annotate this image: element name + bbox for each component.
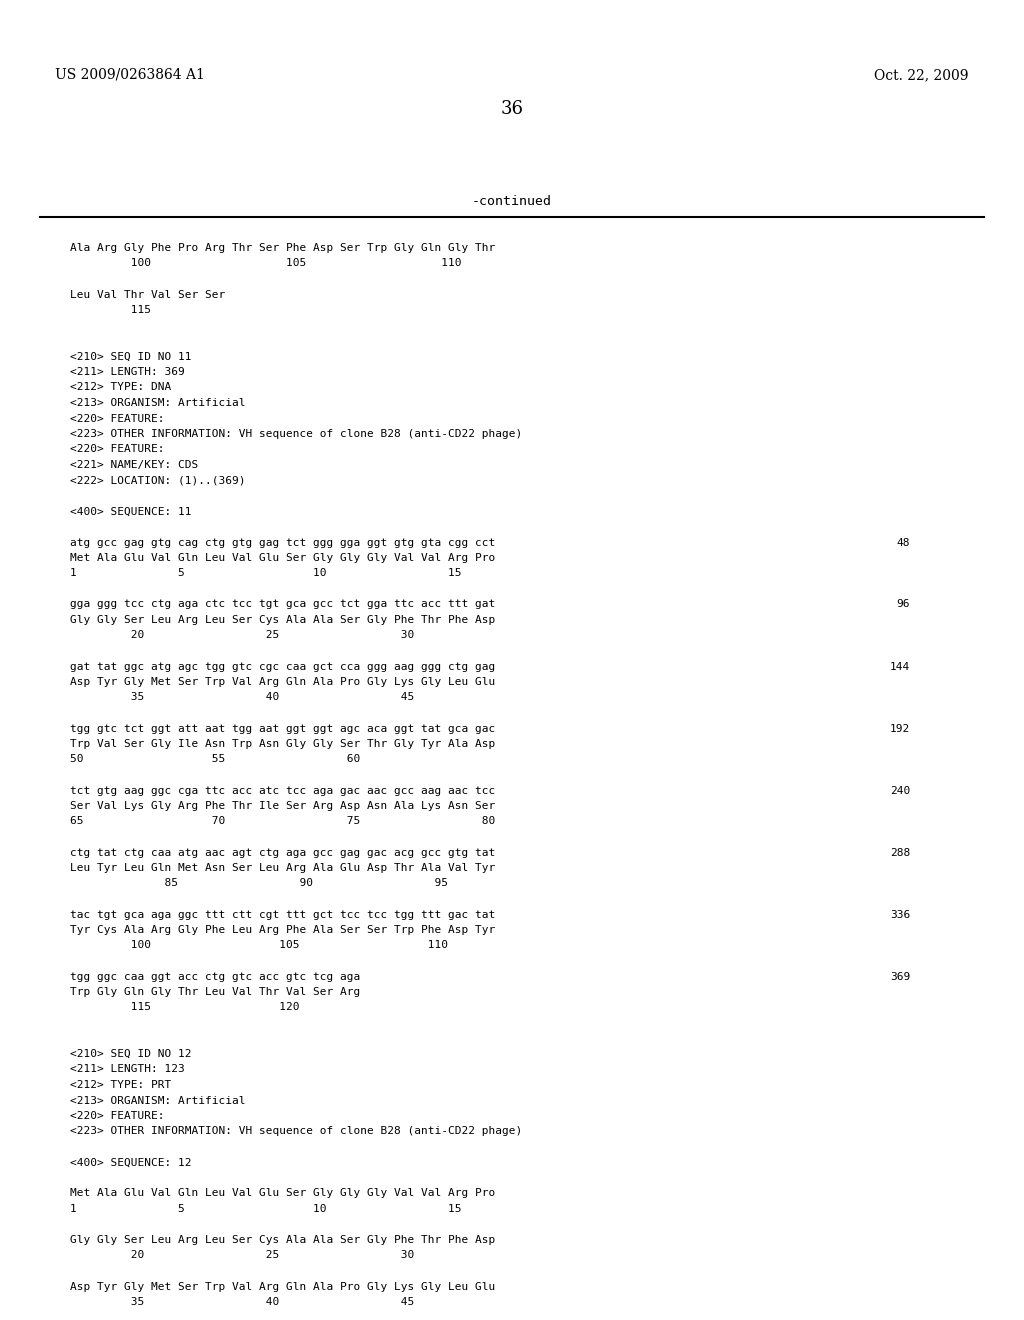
Text: <210> SEQ ID NO 11: <210> SEQ ID NO 11 xyxy=(70,351,191,362)
Text: 20                  25                  30: 20 25 30 xyxy=(70,631,415,640)
Text: Ala Arg Gly Phe Pro Arg Thr Ser Phe Asp Ser Trp Gly Gln Gly Thr: Ala Arg Gly Phe Pro Arg Thr Ser Phe Asp … xyxy=(70,243,496,253)
Text: 85                  90                  95: 85 90 95 xyxy=(70,879,449,888)
Text: Tyr Cys Ala Arg Gly Phe Leu Arg Phe Ala Ser Ser Trp Phe Asp Tyr: Tyr Cys Ala Arg Gly Phe Leu Arg Phe Ala … xyxy=(70,925,496,935)
Text: <212> TYPE: DNA: <212> TYPE: DNA xyxy=(70,383,171,392)
Text: gat tat ggc atg agc tgg gtc cgc caa gct cca ggg aag ggg ctg gag: gat tat ggc atg agc tgg gtc cgc caa gct … xyxy=(70,661,496,672)
Text: gga ggg tcc ctg aga ctc tcc tgt gca gcc tct gga ttc acc ttt gat: gga ggg tcc ctg aga ctc tcc tgt gca gcc … xyxy=(70,599,496,610)
Text: tct gtg aag ggc cga ttc acc atc tcc aga gac aac gcc aag aac tcc: tct gtg aag ggc cga ttc acc atc tcc aga … xyxy=(70,785,496,796)
Text: Trp Gly Gln Gly Thr Leu Val Thr Val Ser Arg: Trp Gly Gln Gly Thr Leu Val Thr Val Ser … xyxy=(70,987,360,997)
Text: <211> LENGTH: 369: <211> LENGTH: 369 xyxy=(70,367,184,378)
Text: Gly Gly Ser Leu Arg Leu Ser Cys Ala Ala Ser Gly Phe Thr Phe Asp: Gly Gly Ser Leu Arg Leu Ser Cys Ala Ala … xyxy=(70,615,496,624)
Text: -continued: -continued xyxy=(472,195,552,209)
Text: 336: 336 xyxy=(890,909,910,920)
Text: <220> FEATURE:: <220> FEATURE: xyxy=(70,413,165,424)
Text: Trp Val Ser Gly Ile Asn Trp Asn Gly Gly Ser Thr Gly Tyr Ala Asp: Trp Val Ser Gly Ile Asn Trp Asn Gly Gly … xyxy=(70,739,496,748)
Text: Leu Tyr Leu Gln Met Asn Ser Leu Arg Ala Glu Asp Thr Ala Val Tyr: Leu Tyr Leu Gln Met Asn Ser Leu Arg Ala … xyxy=(70,863,496,873)
Text: <223> OTHER INFORMATION: VH sequence of clone B28 (anti-CD22 phage): <223> OTHER INFORMATION: VH sequence of … xyxy=(70,1126,522,1137)
Text: <222> LOCATION: (1)..(369): <222> LOCATION: (1)..(369) xyxy=(70,475,246,486)
Text: 65                   70                  75                  80: 65 70 75 80 xyxy=(70,817,496,826)
Text: 144: 144 xyxy=(890,661,910,672)
Text: 115: 115 xyxy=(70,305,151,315)
Text: 48: 48 xyxy=(896,537,910,548)
Text: 115                   120: 115 120 xyxy=(70,1002,299,1012)
Text: <223> OTHER INFORMATION: VH sequence of clone B28 (anti-CD22 phage): <223> OTHER INFORMATION: VH sequence of … xyxy=(70,429,522,440)
Text: Gly Gly Ser Leu Arg Leu Ser Cys Ala Ala Ser Gly Phe Thr Phe Asp: Gly Gly Ser Leu Arg Leu Ser Cys Ala Ala … xyxy=(70,1236,496,1245)
Text: tac tgt gca aga ggc ttt ctt cgt ttt gct tcc tcc tgg ttt gac tat: tac tgt gca aga ggc ttt ctt cgt ttt gct … xyxy=(70,909,496,920)
Text: Asp Tyr Gly Met Ser Trp Val Arg Gln Ala Pro Gly Lys Gly Leu Glu: Asp Tyr Gly Met Ser Trp Val Arg Gln Ala … xyxy=(70,1282,496,1291)
Text: Met Ala Glu Val Gln Leu Val Glu Ser Gly Gly Gly Val Val Arg Pro: Met Ala Glu Val Gln Leu Val Glu Ser Gly … xyxy=(70,1188,496,1199)
Text: 20                  25                  30: 20 25 30 xyxy=(70,1250,415,1261)
Text: <212> TYPE: PRT: <212> TYPE: PRT xyxy=(70,1080,171,1090)
Text: <400> SEQUENCE: 12: <400> SEQUENCE: 12 xyxy=(70,1158,191,1167)
Text: 100                   105                   110: 100 105 110 xyxy=(70,940,449,950)
Text: 192: 192 xyxy=(890,723,910,734)
Text: 50                   55                  60: 50 55 60 xyxy=(70,755,360,764)
Text: 36: 36 xyxy=(501,100,523,117)
Text: <210> SEQ ID NO 12: <210> SEQ ID NO 12 xyxy=(70,1049,191,1059)
Text: Leu Val Thr Val Ser Ser: Leu Val Thr Val Ser Ser xyxy=(70,289,225,300)
Text: <221> NAME/KEY: CDS: <221> NAME/KEY: CDS xyxy=(70,459,199,470)
Text: US 2009/0263864 A1: US 2009/0263864 A1 xyxy=(55,69,205,82)
Text: ctg tat ctg caa atg aac agt ctg aga gcc gag gac acg gcc gtg tat: ctg tat ctg caa atg aac agt ctg aga gcc … xyxy=(70,847,496,858)
Text: 96: 96 xyxy=(896,599,910,610)
Text: tgg ggc caa ggt acc ctg gtc acc gtc tcg aga: tgg ggc caa ggt acc ctg gtc acc gtc tcg … xyxy=(70,972,360,982)
Text: 369: 369 xyxy=(890,972,910,982)
Text: 35                  40                  45: 35 40 45 xyxy=(70,693,415,702)
Text: tgg gtc tct ggt att aat tgg aat ggt ggt agc aca ggt tat gca gac: tgg gtc tct ggt att aat tgg aat ggt ggt … xyxy=(70,723,496,734)
Text: <220> FEATURE:: <220> FEATURE: xyxy=(70,445,165,454)
Text: <213> ORGANISM: Artificial: <213> ORGANISM: Artificial xyxy=(70,399,246,408)
Text: Oct. 22, 2009: Oct. 22, 2009 xyxy=(874,69,969,82)
Text: <220> FEATURE:: <220> FEATURE: xyxy=(70,1111,165,1121)
Text: Met Ala Glu Val Gln Leu Val Glu Ser Gly Gly Gly Val Val Arg Pro: Met Ala Glu Val Gln Leu Val Glu Ser Gly … xyxy=(70,553,496,564)
Text: Ser Val Lys Gly Arg Phe Thr Ile Ser Arg Asp Asn Ala Lys Asn Ser: Ser Val Lys Gly Arg Phe Thr Ile Ser Arg … xyxy=(70,801,496,810)
Text: 240: 240 xyxy=(890,785,910,796)
Text: <400> SEQUENCE: 11: <400> SEQUENCE: 11 xyxy=(70,507,191,516)
Text: 100                    105                    110: 100 105 110 xyxy=(70,259,462,268)
Text: 35                  40                  45: 35 40 45 xyxy=(70,1298,415,1307)
Text: 288: 288 xyxy=(890,847,910,858)
Text: atg gcc gag gtg cag ctg gtg gag tct ggg gga ggt gtg gta cgg cct: atg gcc gag gtg cag ctg gtg gag tct ggg … xyxy=(70,537,496,548)
Text: <211> LENGTH: 123: <211> LENGTH: 123 xyxy=(70,1064,184,1074)
Text: <213> ORGANISM: Artificial: <213> ORGANISM: Artificial xyxy=(70,1096,246,1106)
Text: 1               5                   10                  15: 1 5 10 15 xyxy=(70,1204,462,1214)
Text: 1               5                   10                  15: 1 5 10 15 xyxy=(70,569,462,578)
Text: Asp Tyr Gly Met Ser Trp Val Arg Gln Ala Pro Gly Lys Gly Leu Glu: Asp Tyr Gly Met Ser Trp Val Arg Gln Ala … xyxy=(70,677,496,686)
